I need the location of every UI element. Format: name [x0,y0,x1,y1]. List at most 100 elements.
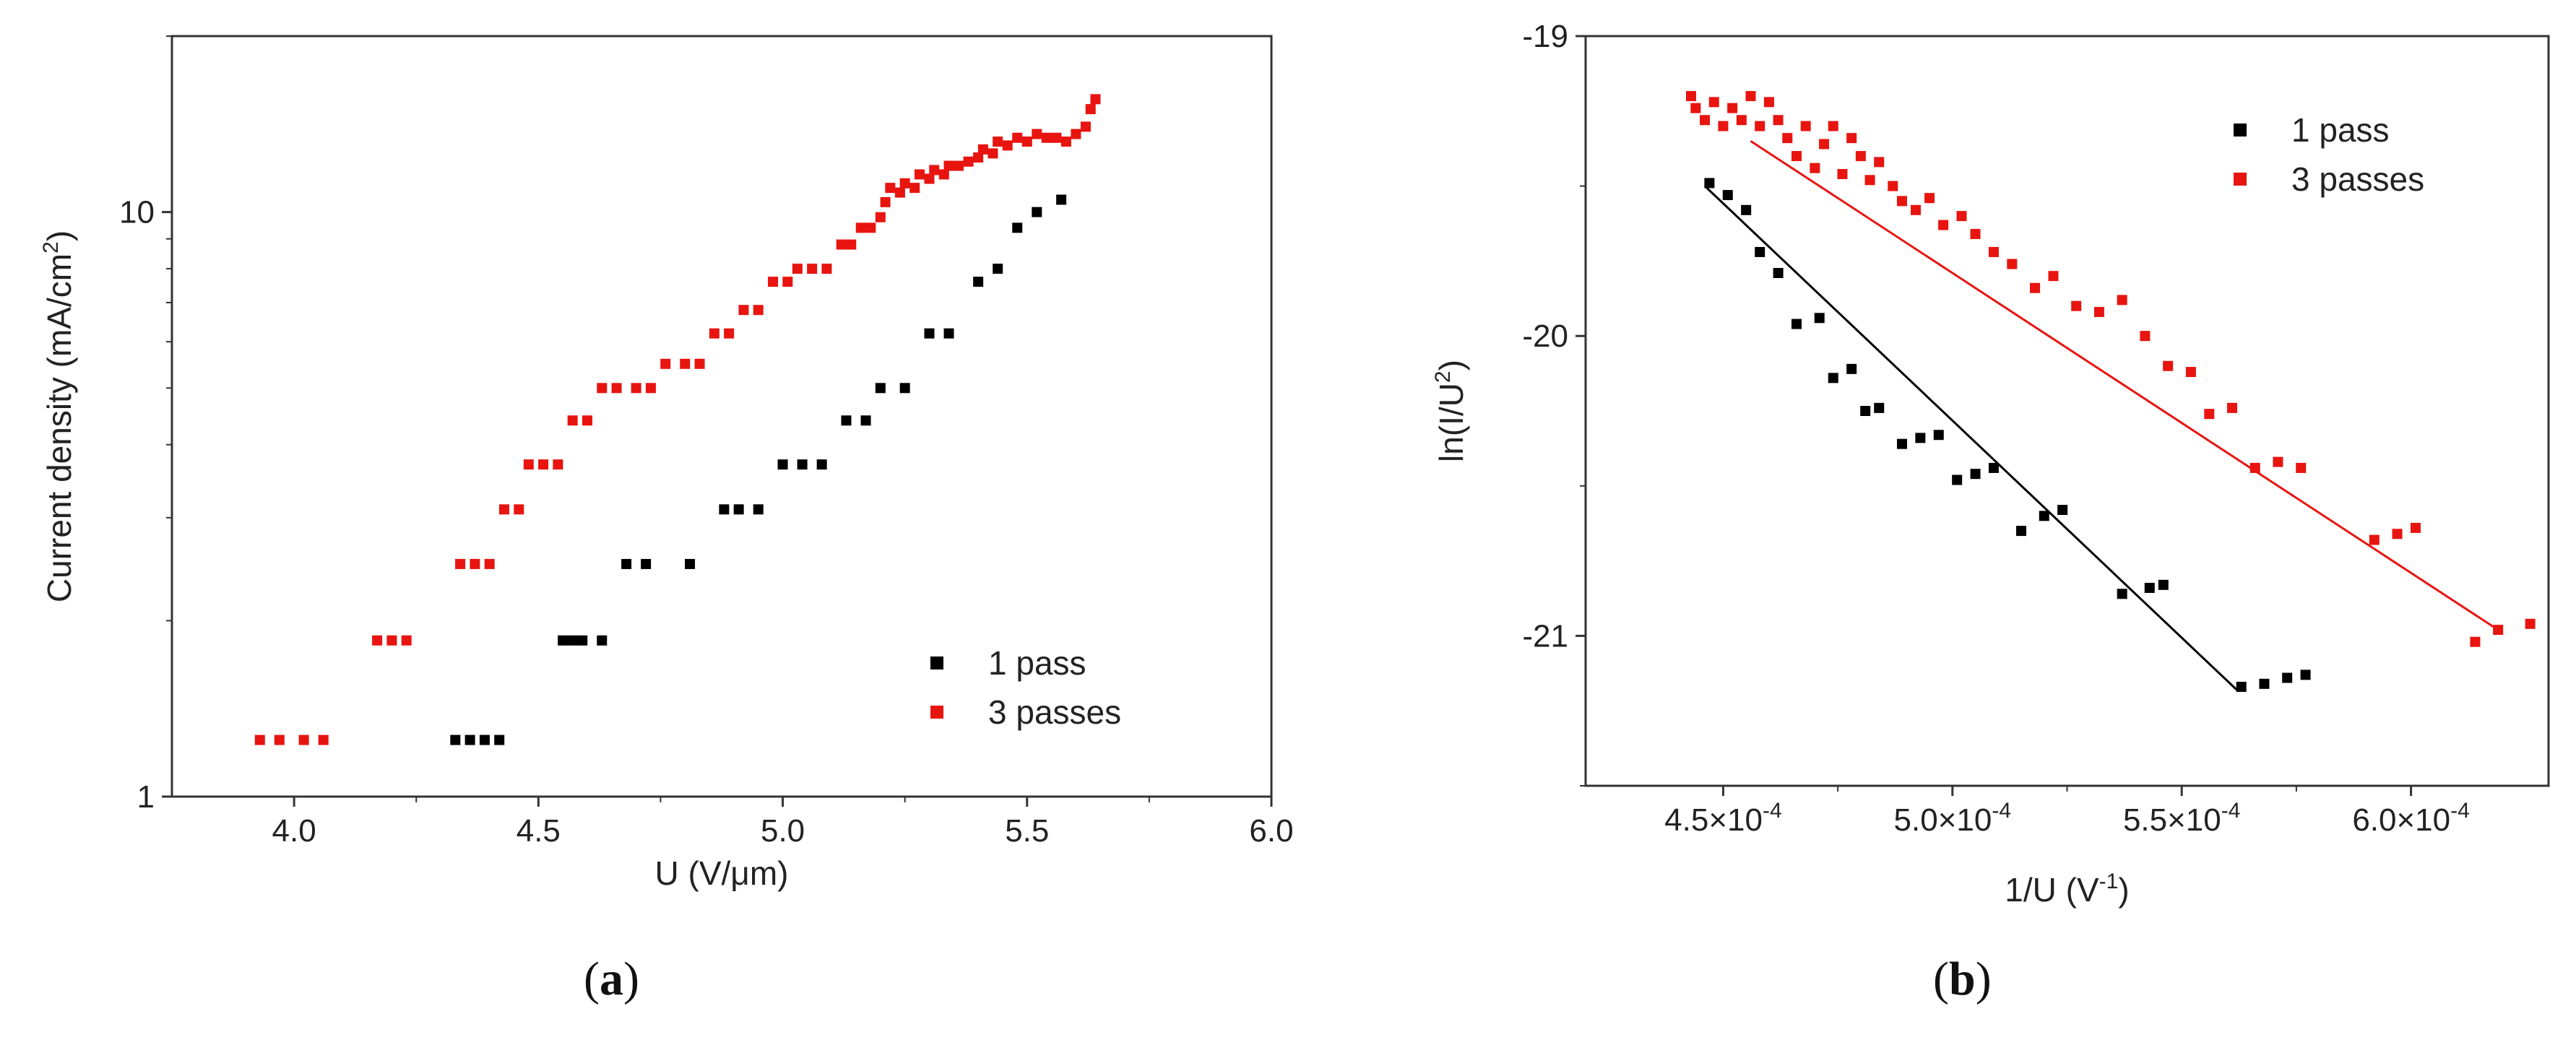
x-axis-label: U (V/μm) [655,854,789,892]
chart-b: 4.5×10-4 5.0×10-4 5.5×10-4 6.0×10-4-19-20-2… [1431,19,2550,909]
data-point [1012,132,1023,143]
data-point [2369,534,2380,545]
data-point [1846,133,1857,144]
data-point [298,734,309,745]
data-point [1970,229,1981,240]
data-point [1071,129,1081,139]
data-point [733,504,744,515]
data-point [2039,511,2049,521]
data-point [1032,129,1042,139]
y-axis-label: ln(I/U2) [1431,360,1470,462]
data-point [479,734,490,745]
data-point [1837,168,1848,179]
data-point [386,635,397,646]
panel-label-b: (b) [1933,953,1992,1005]
data-point [1988,462,1999,473]
data-point [621,558,632,569]
data-point [2470,636,2481,647]
x-tick-label: 4.0 [272,813,316,849]
y-axis-label-part: 2 [39,241,63,254]
data-point [1090,94,1101,105]
plot-frame [170,35,1273,798]
data-point [1690,103,1701,113]
data-point [875,383,886,394]
data-point [1800,121,1811,131]
data-point [993,264,1003,274]
y-tick-label: -20 [1522,318,1568,354]
y-axis-label-part: ) [1432,360,1470,370]
data-point [1782,133,1793,144]
x-axis-label-part: 1/U (V [2005,871,2099,909]
data-point [865,222,876,233]
data-point [753,305,764,316]
data-point [2392,529,2403,540]
data-point [954,160,964,171]
x-tick-label: 6.0 [1249,813,1293,849]
data-point [254,734,265,745]
data-point [1745,91,1756,102]
x-tick-label: 5.5×10-4 [2123,799,2241,838]
x-tick-mantissa: 4.5×10 [1664,802,1763,838]
x-axis-label: 1/U (V-1) [2005,870,2129,909]
data-point [880,196,891,207]
y-axis-label: Current density (mA/cm2) [39,230,78,602]
legend: 1 pass 3 passes [2234,111,2424,198]
data-point [680,358,691,369]
data-point [523,459,534,470]
data-point [514,504,524,515]
data-point [597,383,608,394]
data-point [777,459,788,470]
data-point [885,183,896,194]
data-point [792,264,803,274]
data-point [2249,462,2260,473]
data-point [1755,246,1765,257]
data-point [2185,367,2196,378]
data-point [1970,469,1981,480]
data-point [1915,433,1926,443]
data-point [2410,522,2421,533]
data-point [1938,220,1949,230]
data-point [2071,300,2082,311]
data-point [768,277,779,287]
data-point [1741,204,1752,215]
x-tick-label: 5.0 [761,813,805,849]
data-point [738,305,749,316]
x-tick-label: 5.5 [1005,813,1049,849]
data-point [567,635,578,646]
data-point [807,264,818,274]
data-point [641,558,652,569]
data-point [2093,306,2104,317]
legend-label: 1 pass [2291,111,2390,149]
data-point [1773,115,1784,126]
data-point [987,148,998,159]
data-point [1791,151,1802,162]
data-point [2236,681,2247,692]
data-point [2282,672,2293,683]
data-point [597,635,608,646]
data-point [1860,406,1871,416]
legend-marker [930,656,943,670]
data-point [582,415,592,426]
data-point [855,222,866,233]
data-point [470,558,480,569]
data-point [1855,151,1866,162]
data-point [318,734,329,745]
data-point [1032,207,1042,217]
data-point [846,239,857,250]
legend-label: 1 pass [988,644,1086,682]
x-tick-mantissa: 5.0×10 [1894,802,1992,838]
data-point [1722,190,1733,201]
panel-label-a: (a) [584,953,639,1005]
data-point [816,459,827,470]
data-point [973,277,984,287]
data-point [943,328,954,339]
data-point [1819,139,1830,150]
x-axis-label-part: ) [2118,871,2129,909]
data-point [498,504,509,515]
y-tick-label: 10 [119,195,155,230]
data-point [1021,136,1032,147]
data-point [660,358,671,369]
y-axis-label-part: ln(I/U [1432,383,1470,462]
data-point [567,415,578,426]
x-tick-label: 6.0×10-4 [2352,799,2470,838]
